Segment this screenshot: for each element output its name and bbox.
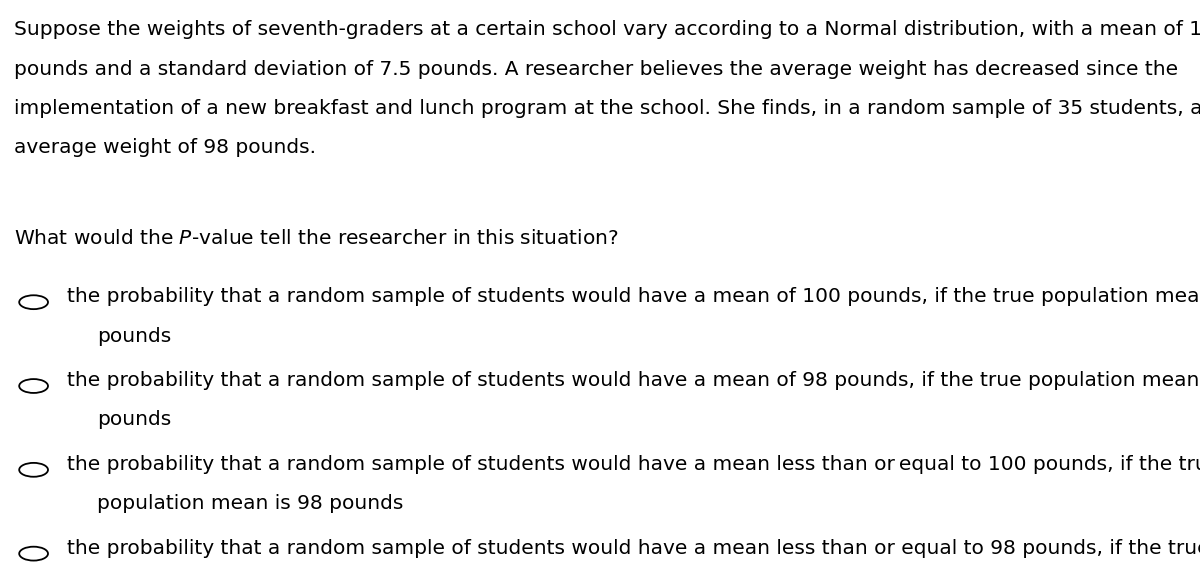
Text: implementation of a new breakfast and lunch program at the school. She finds, in: implementation of a new breakfast and lu…: [14, 99, 1200, 118]
Text: pounds: pounds: [97, 410, 172, 429]
Text: What would the $P$-value tell the researcher in this situation?: What would the $P$-value tell the resear…: [14, 229, 619, 249]
Text: the probability that a random sample of students would have a mean less than or : the probability that a random sample of …: [67, 455, 1200, 474]
Text: pounds and a standard deviation of 7.5 pounds. A researcher believes the average: pounds and a standard deviation of 7.5 p…: [14, 60, 1178, 79]
Text: pounds: pounds: [97, 327, 172, 346]
Text: average weight of 98 pounds.: average weight of 98 pounds.: [14, 138, 317, 157]
Text: the probability that a random sample of students would have a mean of 98 pounds,: the probability that a random sample of …: [67, 371, 1200, 390]
Text: the probability that a random sample of students would have a mean of 100 pounds: the probability that a random sample of …: [67, 287, 1200, 306]
Text: population mean is 98 pounds: population mean is 98 pounds: [97, 494, 403, 513]
Text: Suppose the weights of seventh-graders at a certain school vary according to a N: Suppose the weights of seventh-graders a…: [14, 20, 1200, 39]
Text: the probability that a random sample of students would have a mean less than or : the probability that a random sample of …: [67, 539, 1200, 558]
